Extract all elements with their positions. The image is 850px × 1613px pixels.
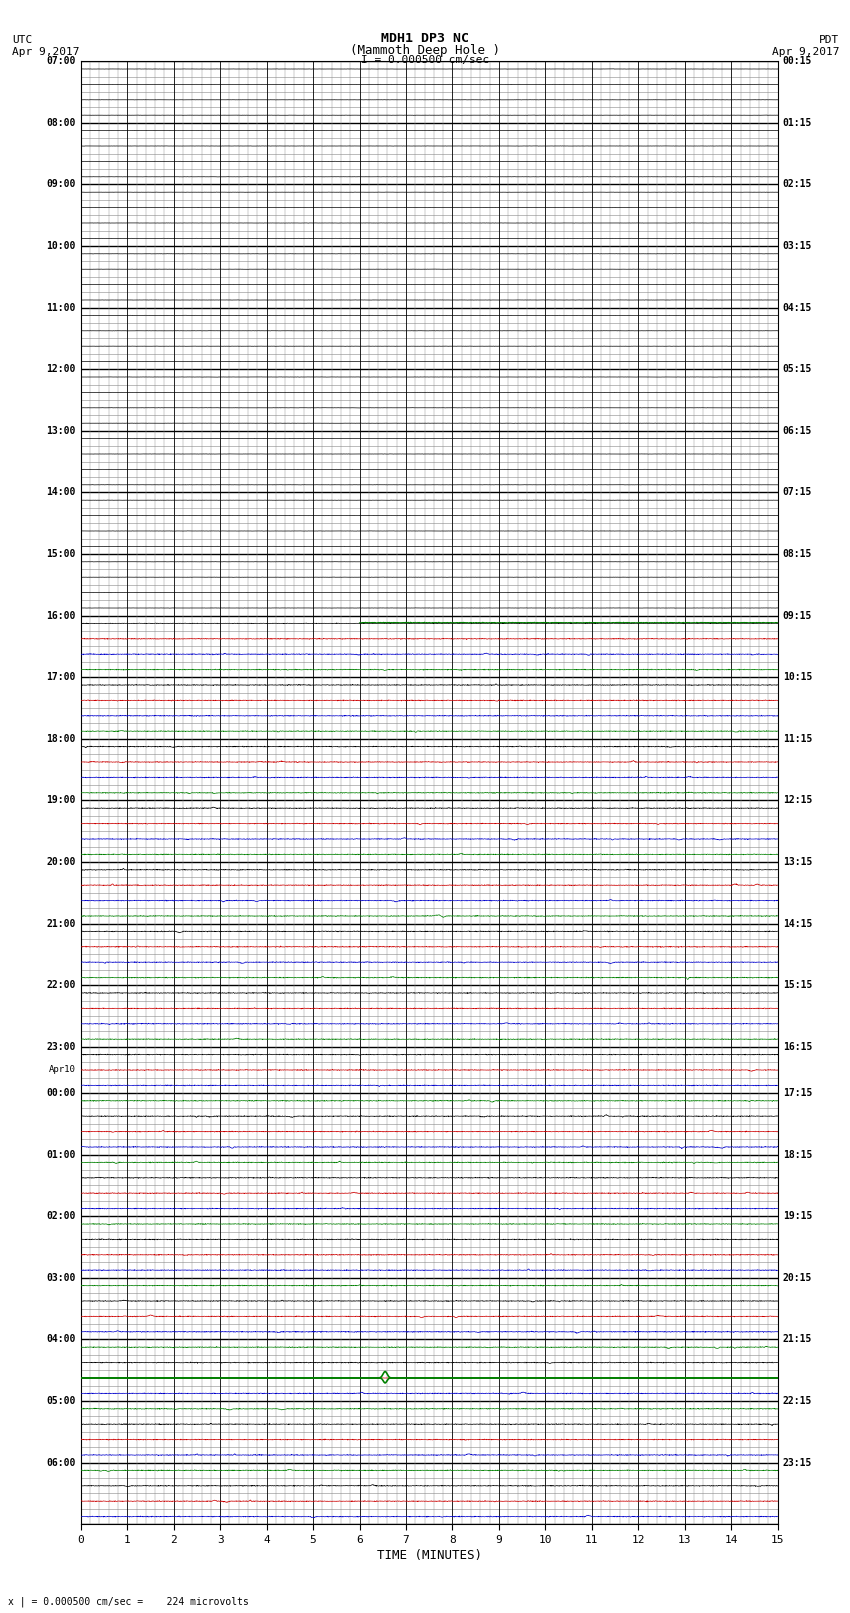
Text: 11:15: 11:15: [783, 734, 812, 744]
Text: 03:00: 03:00: [47, 1273, 76, 1282]
Text: 09:15: 09:15: [783, 611, 812, 621]
Text: 10:15: 10:15: [783, 673, 812, 682]
Text: 23:00: 23:00: [47, 1042, 76, 1052]
Text: 07:00: 07:00: [47, 56, 76, 66]
Text: 21:00: 21:00: [47, 919, 76, 929]
Text: 08:15: 08:15: [783, 548, 812, 560]
Text: 14:00: 14:00: [47, 487, 76, 497]
Text: 21:15: 21:15: [783, 1334, 812, 1345]
Text: 17:00: 17:00: [47, 673, 76, 682]
Text: 04:15: 04:15: [783, 303, 812, 313]
Text: 11:00: 11:00: [47, 303, 76, 313]
Text: 12:15: 12:15: [783, 795, 812, 805]
Text: 10:00: 10:00: [47, 240, 76, 252]
Text: 22:00: 22:00: [47, 981, 76, 990]
Text: 20:00: 20:00: [47, 857, 76, 868]
Text: 13:00: 13:00: [47, 426, 76, 436]
Text: 06:15: 06:15: [783, 426, 812, 436]
Text: x | = 0.000500 cm/sec =    224 microvolts: x | = 0.000500 cm/sec = 224 microvolts: [8, 1595, 249, 1607]
Text: 23:15: 23:15: [783, 1458, 812, 1468]
Text: UTC: UTC: [12, 35, 32, 45]
Text: Apr 9,2017: Apr 9,2017: [12, 47, 80, 56]
Text: 05:15: 05:15: [783, 365, 812, 374]
Text: 09:00: 09:00: [47, 179, 76, 189]
Text: 08:00: 08:00: [47, 118, 76, 127]
Text: 16:15: 16:15: [783, 1042, 812, 1052]
Text: 16:00: 16:00: [47, 611, 76, 621]
Text: MDH1 DP3 NC: MDH1 DP3 NC: [381, 32, 469, 45]
Text: 00:15: 00:15: [783, 56, 812, 66]
Text: 14:15: 14:15: [783, 919, 812, 929]
Text: 00:00: 00:00: [47, 1089, 76, 1098]
Text: 06:00: 06:00: [47, 1458, 76, 1468]
Text: 12:00: 12:00: [47, 365, 76, 374]
Text: 19:15: 19:15: [783, 1211, 812, 1221]
Text: 02:00: 02:00: [47, 1211, 76, 1221]
Text: 03:15: 03:15: [783, 240, 812, 252]
Text: I = 0.000500 cm/sec: I = 0.000500 cm/sec: [361, 55, 489, 65]
Text: 13:15: 13:15: [783, 857, 812, 868]
Text: 18:15: 18:15: [783, 1150, 812, 1160]
Text: 15:00: 15:00: [47, 548, 76, 560]
Text: 20:15: 20:15: [783, 1273, 812, 1282]
Text: PDT: PDT: [819, 35, 839, 45]
Text: 19:00: 19:00: [47, 795, 76, 805]
Text: 22:15: 22:15: [783, 1397, 812, 1407]
Text: 02:15: 02:15: [783, 179, 812, 189]
Text: 17:15: 17:15: [783, 1089, 812, 1098]
Text: 05:00: 05:00: [47, 1397, 76, 1407]
Text: 01:00: 01:00: [47, 1150, 76, 1160]
Text: 07:15: 07:15: [783, 487, 812, 497]
Text: 18:00: 18:00: [47, 734, 76, 744]
Text: (Mammoth Deep Hole ): (Mammoth Deep Hole ): [350, 44, 500, 56]
Text: 15:15: 15:15: [783, 981, 812, 990]
Text: Apr10: Apr10: [49, 1066, 76, 1074]
Text: 04:00: 04:00: [47, 1334, 76, 1345]
Text: 01:15: 01:15: [783, 118, 812, 127]
Text: Apr 9,2017: Apr 9,2017: [772, 47, 839, 56]
X-axis label: TIME (MINUTES): TIME (MINUTES): [377, 1548, 482, 1561]
